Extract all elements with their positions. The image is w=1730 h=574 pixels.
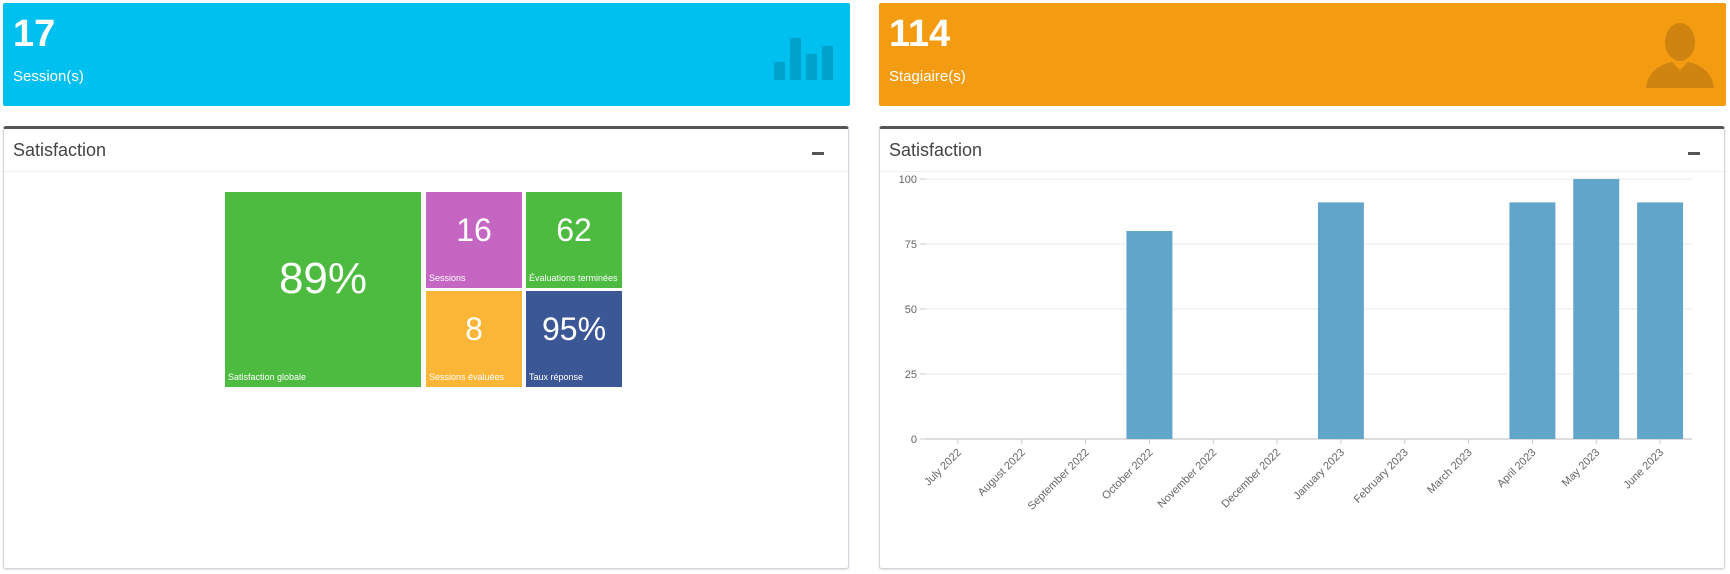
user-icon: [1644, 18, 1716, 95]
tile-evaluations-terminees: 62 Évaluations terminées: [526, 192, 622, 288]
tile-label: Évaluations terminées: [529, 273, 618, 283]
sessions-stat-box: 17 Session(s): [3, 3, 850, 106]
y-tick-label: 50: [905, 304, 917, 316]
tile-value: 95%: [541, 311, 607, 347]
x-tick-label: November 2022: [1156, 447, 1220, 511]
tile-label: Satisfaction globale: [228, 372, 307, 382]
tile-value: 62: [556, 212, 592, 248]
y-tick-label: 100: [899, 174, 917, 186]
tile-taux-reponse: 95% Taux réponse: [526, 291, 622, 387]
x-tick-label: September 2022: [1026, 447, 1092, 513]
sessions-label: Session(s): [13, 68, 84, 85]
collapse-button[interactable]: [1684, 143, 1704, 159]
satisfaction-chart-panel: Satisfaction 100 75 50 25 0 July 2022 August 2…: [879, 126, 1725, 569]
panel-title: Satisfaction: [889, 140, 983, 160]
trainees-label: Stagiaire(s): [889, 68, 966, 85]
y-tick-label: 25: [905, 369, 917, 381]
sessions-count: 17: [13, 13, 56, 55]
bar: [1317, 202, 1364, 439]
bar: [1509, 202, 1556, 439]
panel-header: Satisfaction: [4, 129, 848, 172]
tile-value: 8: [465, 311, 483, 347]
tile-satisfaction-globale: 89% Satisfaction globale: [225, 192, 421, 387]
x-tick-label: July 2022: [922, 447, 964, 489]
y-tick-label: 75: [905, 239, 917, 251]
tile-label: Taux réponse: [529, 372, 584, 382]
tile-sessions-evaluees: 8 Sessions évaluées: [426, 291, 522, 387]
x-tick-label: March 2023: [1425, 447, 1475, 497]
bar: [1637, 202, 1684, 439]
x-tick-label: June 2023: [1621, 447, 1666, 492]
trainees-stat-box: 114 Stagiaire(s): [879, 3, 1726, 106]
satisfaction-tiles-panel: Satisfaction 89% Satisfaction globale 16…: [3, 126, 849, 569]
x-tick-label: January 2023: [1291, 447, 1347, 503]
bar: [1573, 179, 1620, 439]
x-tick-label: December 2022: [1219, 447, 1283, 511]
bar: [1126, 231, 1173, 439]
x-tick-label: April 2023: [1495, 447, 1539, 491]
tile-sessions: 16 Sessions: [426, 192, 522, 288]
minus-icon: [812, 152, 824, 155]
tile-value: 89%: [278, 254, 368, 303]
panel-header: Satisfaction: [880, 129, 1724, 172]
collapse-button[interactable]: [808, 143, 828, 159]
minus-icon: [1688, 152, 1700, 155]
panel-title: Satisfaction: [13, 140, 107, 160]
trainees-count: 114: [889, 13, 951, 55]
satisfaction-bar-chart: 100 75 50 25 0 July 2022 August 2022September …: [899, 174, 1692, 513]
x-tick-label: February 2023: [1352, 447, 1411, 506]
x-tick-label: August 2022: [976, 447, 1028, 499]
tile-label: Sessions: [429, 273, 466, 283]
y-tick-label: 0: [911, 434, 917, 446]
tile-label: Sessions évaluées: [429, 372, 505, 382]
tile-value: 16: [456, 212, 492, 248]
x-tick-label: October 2022: [1100, 447, 1156, 503]
bar-chart-icon: [770, 18, 840, 93]
x-tick-label: May 2023: [1560, 447, 1603, 490]
